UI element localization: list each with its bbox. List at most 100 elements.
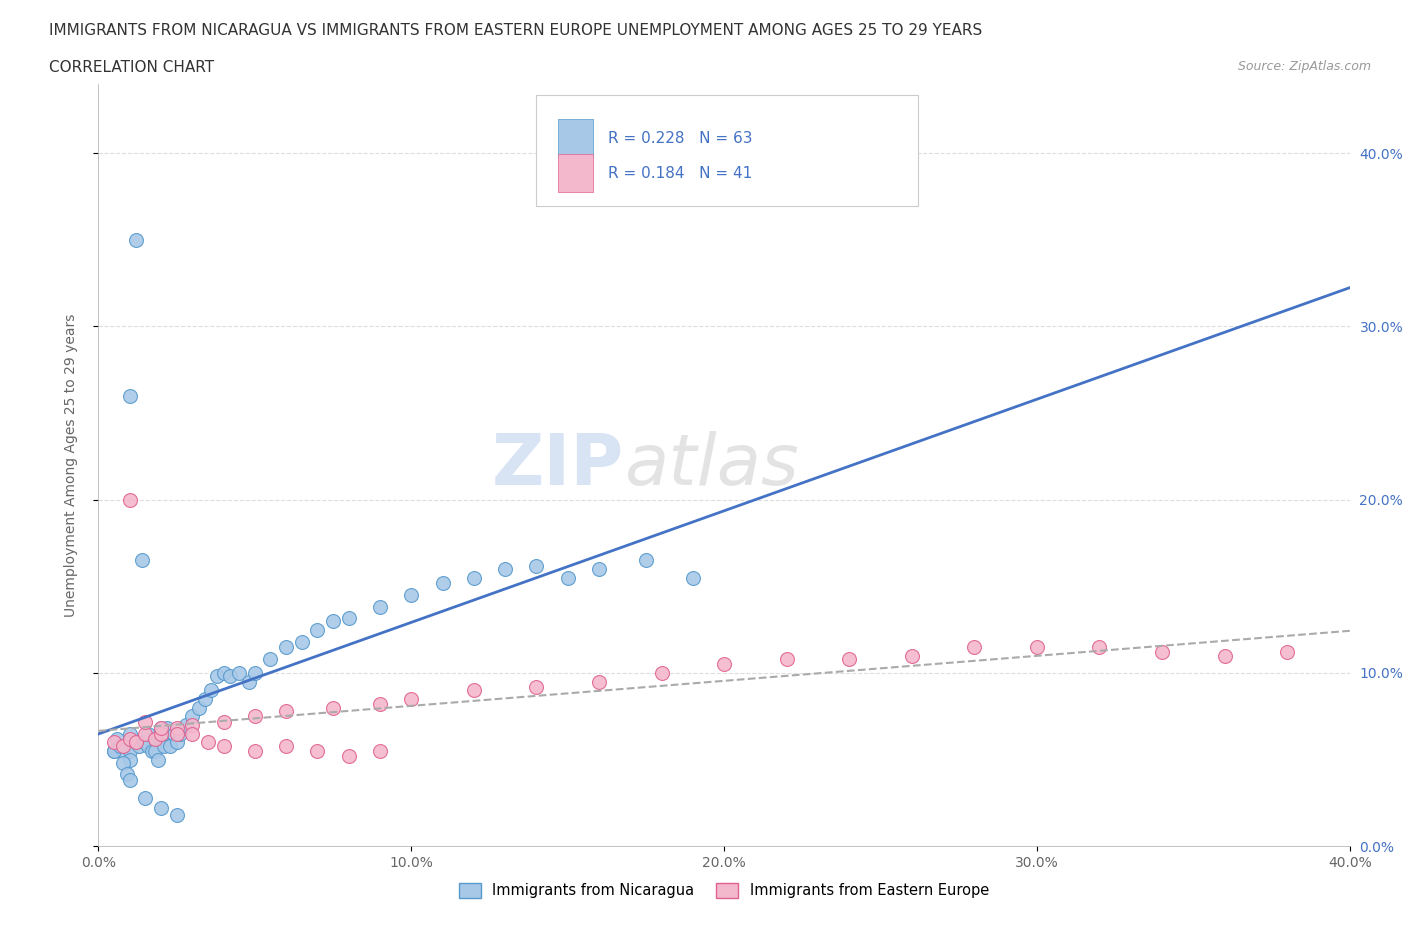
Point [134, 790, 156, 805]
Point [557, 570, 579, 585]
Point [526, 680, 548, 695]
Point [118, 726, 141, 741]
Point [337, 610, 360, 625]
Point [776, 652, 799, 667]
Point [138, 738, 160, 753]
Point [118, 735, 141, 750]
Point [118, 744, 141, 759]
Point [118, 752, 141, 767]
Point [1026, 640, 1049, 655]
Text: R = 0.228   N = 63: R = 0.228 N = 63 [607, 130, 752, 146]
Point [134, 735, 156, 750]
Point [494, 562, 516, 577]
Point [128, 738, 150, 753]
Point [463, 570, 485, 585]
Text: CORRELATION CHART: CORRELATION CHART [49, 60, 214, 75]
Text: Source: ZipAtlas.com: Source: ZipAtlas.com [1237, 60, 1371, 73]
Point [166, 726, 188, 741]
Point [103, 744, 125, 759]
Point [307, 622, 329, 637]
Point [181, 726, 204, 741]
Point [838, 652, 860, 667]
Point [156, 721, 179, 736]
Text: ZIP: ZIP [492, 431, 624, 499]
Point [368, 697, 391, 711]
Point [401, 692, 423, 707]
Point [112, 744, 135, 759]
Point [150, 731, 173, 746]
Point [162, 726, 184, 741]
Point [200, 683, 222, 698]
Point [125, 735, 148, 750]
Point [125, 735, 148, 750]
Point [212, 666, 235, 681]
Point [368, 744, 391, 759]
Point [118, 388, 141, 403]
Point [337, 749, 360, 764]
Point [150, 726, 173, 741]
Point [181, 718, 204, 733]
Legend: Immigrants from Nicaragua, Immigrants from Eastern Europe: Immigrants from Nicaragua, Immigrants fr… [453, 877, 995, 904]
Point [228, 666, 250, 681]
Point [169, 726, 191, 741]
Point [1213, 648, 1236, 663]
Point [432, 576, 454, 591]
Point [243, 666, 266, 681]
Point [194, 692, 217, 707]
Bar [558, 119, 593, 157]
Point [463, 683, 485, 698]
Point [368, 600, 391, 615]
Point [276, 738, 298, 753]
Point [166, 807, 188, 822]
Point [125, 232, 148, 247]
Point [212, 738, 235, 753]
Point [103, 735, 125, 750]
Point [112, 756, 135, 771]
Point [138, 726, 160, 741]
Point [651, 666, 673, 681]
Point [276, 640, 298, 655]
Point [105, 731, 128, 746]
Point [103, 744, 125, 759]
Point [634, 553, 657, 568]
Text: IMMIGRANTS FROM NICARAGUA VS IMMIGRANTS FROM EASTERN EUROPE UNEMPLOYMENT AMONG A: IMMIGRANTS FROM NICARAGUA VS IMMIGRANTS … [49, 23, 983, 38]
Point [134, 714, 156, 729]
Point [1277, 644, 1299, 659]
Point [963, 640, 986, 655]
Point [901, 648, 924, 663]
Point [322, 614, 344, 629]
Point [150, 721, 173, 736]
Point [243, 709, 266, 724]
Point [238, 674, 260, 689]
Point [682, 570, 704, 585]
Point [134, 726, 156, 741]
Point [174, 718, 197, 733]
Point [141, 744, 163, 759]
Point [115, 766, 138, 781]
Point [118, 731, 141, 746]
Point [207, 669, 229, 684]
FancyBboxPatch shape [537, 95, 918, 206]
Point [150, 721, 173, 736]
Point [134, 735, 156, 750]
Point [276, 704, 298, 719]
Point [588, 562, 610, 577]
Bar [558, 154, 593, 193]
Point [243, 744, 266, 759]
Point [146, 752, 169, 767]
Point [150, 801, 173, 816]
Point [110, 738, 132, 753]
Point [291, 634, 314, 649]
Point [401, 588, 423, 603]
Point [526, 558, 548, 573]
Point [197, 735, 219, 750]
Text: R = 0.184   N = 41: R = 0.184 N = 41 [607, 166, 752, 180]
Point [259, 652, 281, 667]
Y-axis label: Unemployment Among Ages 25 to 29 years: Unemployment Among Ages 25 to 29 years [63, 313, 77, 617]
Point [212, 714, 235, 729]
Point [112, 738, 135, 753]
Point [1152, 644, 1174, 659]
Point [143, 744, 166, 759]
Point [181, 709, 204, 724]
Point [118, 773, 141, 788]
